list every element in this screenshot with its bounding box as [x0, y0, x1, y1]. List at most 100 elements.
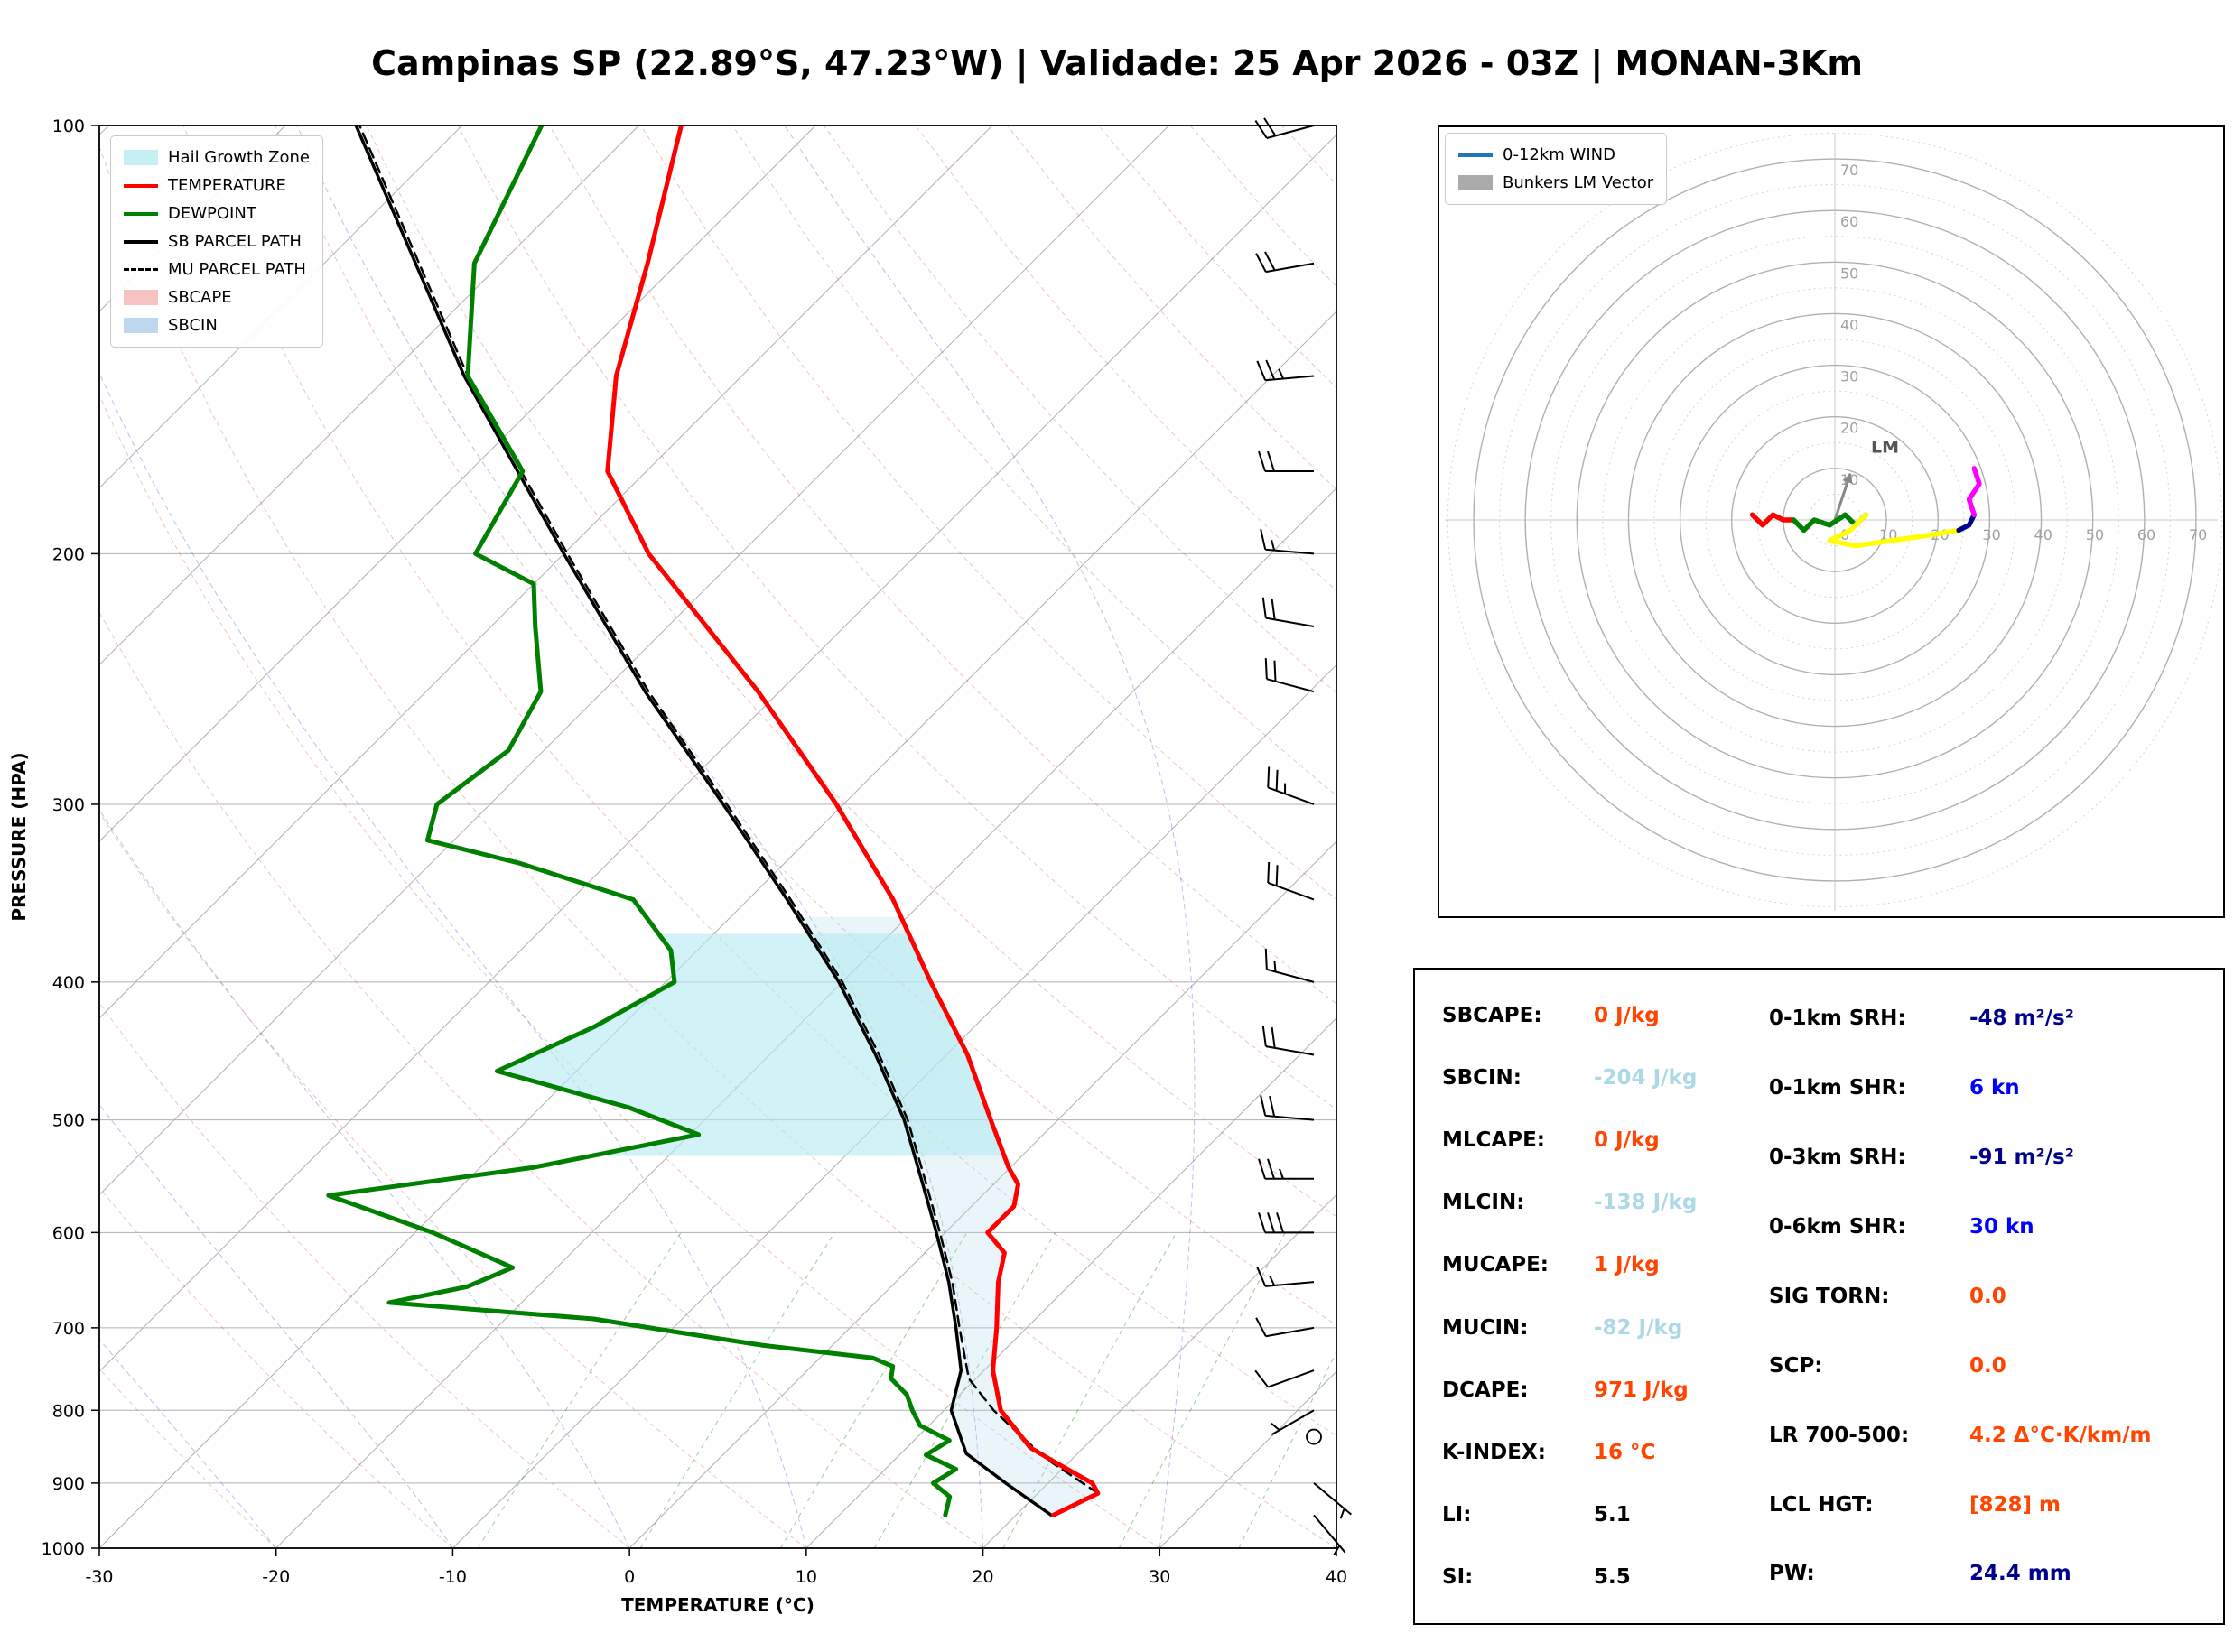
- wind-barb: [1271, 1409, 1315, 1436]
- stat-value: 971 J/kg: [1594, 1378, 1689, 1402]
- skewt-axes: -30 -20 -10 0 10 20 30 40 100 200 300 400 500 600 700 8…: [8, 116, 1347, 1616]
- stat-value: 0 J/kg: [1594, 1128, 1660, 1152]
- stat-value: 4.2 Δ°C·K/km/m: [1969, 1423, 2152, 1447]
- legend-label: 0-12km WIND: [1503, 145, 1615, 164]
- dry-adiabat-line: [1006, 125, 1336, 491]
- hodograph-minor-ring: [1550, 236, 2119, 804]
- stat-label: 0-3km SRH:: [1769, 1146, 1906, 1170]
- stat-row: 0-6km SHR: 30 kn: [1769, 1215, 2211, 1239]
- stat-label: 0-6km SHR:: [1769, 1215, 1906, 1239]
- isotherm-line: [99, 125, 993, 1019]
- y-tick-label: 300: [52, 795, 85, 815]
- legend-label: MU PARCEL PATH: [168, 260, 306, 279]
- isotherm-line: [982, 1193, 1336, 1548]
- y-tick-label: 800: [52, 1401, 85, 1421]
- wind-barb: [1255, 251, 1315, 274]
- stat-value: -91 m²/s²: [1969, 1146, 2074, 1170]
- stat-value: [828] m: [1969, 1492, 2062, 1517]
- wind-barb: [1258, 1212, 1314, 1234]
- y-tick-label: 100: [52, 116, 85, 136]
- wind-barb: [1258, 1158, 1314, 1180]
- legend-swatch-patch: [124, 318, 158, 333]
- hodograph-ring: [1524, 209, 2146, 831]
- y-tick-label: 200: [52, 544, 85, 564]
- stat-row: SBCIN: -204 J/kg: [1442, 1066, 1749, 1090]
- isotherm-line: [805, 1017, 1336, 1548]
- ring-label: 50: [2086, 526, 2104, 543]
- hodograph-trace-3-6km: [1827, 512, 1961, 549]
- legend-entry: TEMPERATURE: [124, 172, 310, 200]
- legend-label: SBCIN: [168, 316, 218, 335]
- x-tick-label: 20: [972, 1567, 993, 1587]
- y-tick-label: 500: [52, 1111, 85, 1131]
- dry-adiabat-line: [99, 144, 1336, 1548]
- ring-label: 70: [1840, 162, 1858, 179]
- moist-adiabat-line: [296, 125, 984, 1548]
- wind-barb: [1313, 1482, 1353, 1519]
- legend-label: Bunkers LM Vector: [1503, 173, 1654, 192]
- stat-label: SBCAPE:: [1442, 1003, 1542, 1027]
- moist-adiabat-line: [1336, 125, 1409, 1548]
- x-tick-label: 0: [624, 1567, 635, 1587]
- dry-adiabat-line: [99, 1002, 630, 1548]
- stat-label: SCP:: [1769, 1353, 1823, 1378]
- stat-label: SI:: [1442, 1565, 1474, 1590]
- temperature-curve: [605, 125, 1101, 1517]
- hodograph-ring: [1576, 261, 2094, 779]
- stat-label: K-INDEX:: [1442, 1440, 1546, 1464]
- dry-adiabat-line: [1281, 125, 1336, 186]
- wind-barb: [1260, 528, 1315, 555]
- isotherm-line: [99, 311, 1336, 1548]
- wind-barb: [1261, 1026, 1315, 1056]
- y-tick-label: 600: [52, 1223, 85, 1243]
- y-tick-label: 400: [52, 973, 85, 993]
- hodograph-trace-6-9km: [1956, 512, 1978, 534]
- ring-label: 40: [1840, 316, 1858, 333]
- hodograph-minor-ring: [1705, 390, 1965, 650]
- mixing-ratio-line: [1002, 1232, 1178, 1548]
- hail-growth-zone: [503, 933, 1004, 1156]
- wind-barb: [1258, 450, 1314, 473]
- wind-barb: [1256, 1267, 1315, 1287]
- moist-adiabat-line: [784, 125, 1196, 1548]
- stat-row: PW: 24.4 mm: [1769, 1562, 2211, 1585]
- legend-entry: DEWPOINT: [124, 200, 310, 227]
- x-tick-label: -20: [262, 1567, 290, 1587]
- legend-swatch-patch: [124, 290, 158, 305]
- legend-label: Hail Growth Zone: [168, 148, 310, 167]
- legend-swatch-line: [124, 211, 158, 216]
- dry-adiabat-line: [1098, 125, 1336, 389]
- hodograph-legend: 0-12km WIND Bunkers LM Vector: [1445, 133, 1668, 205]
- legend-label: DEWPOINT: [168, 204, 256, 223]
- dry-adiabat-line: [824, 125, 1336, 694]
- isotherm-line: [99, 134, 1336, 1372]
- stat-label: PW:: [1769, 1562, 1815, 1586]
- dry-adiabat-line: [274, 125, 1336, 1326]
- stat-value: 16 °C: [1594, 1440, 1656, 1464]
- mixing-ratio-line: [873, 1232, 1056, 1548]
- stat-label: MUCAPE:: [1442, 1253, 1550, 1277]
- legend-swatch-line: [124, 183, 158, 188]
- stat-row: 0-1km SHR: 6 kn: [1769, 1076, 2211, 1100]
- legend-entry: MU PARCEL PATH: [124, 255, 310, 283]
- dry-adiabat-line: [366, 125, 1336, 1218]
- hodograph-ring: [1679, 364, 1991, 676]
- moist-adiabat-line: [99, 1103, 453, 1548]
- legend-swatch-dashed: [124, 268, 158, 271]
- stat-label: MUCIN:: [1442, 1315, 1529, 1340]
- stat-label: MLCIN:: [1442, 1191, 1525, 1215]
- hodograph-minor-ring: [1756, 441, 1913, 599]
- wind-barb: [1264, 948, 1315, 983]
- x-tick-label: -30: [85, 1567, 113, 1587]
- stat-row: 0-3km SRH: -91 m²/s²: [1769, 1146, 2211, 1169]
- stat-value: -82 J/kg: [1594, 1315, 1683, 1340]
- legend-entry: SB PARCEL PATH: [124, 227, 310, 255]
- hodograph-ring: [1627, 312, 2043, 728]
- stat-value: 0 J/kg: [1594, 1003, 1660, 1027]
- stat-row: DCAPE: 971 J/kg: [1442, 1378, 1749, 1402]
- isotherm-line: [1336, 125, 1409, 1548]
- isotherm-line: [99, 125, 639, 666]
- y-tick-label: 700: [52, 1319, 85, 1339]
- stat-value: 5.1: [1594, 1503, 1631, 1527]
- moist-adiabat-line: [99, 371, 807, 1548]
